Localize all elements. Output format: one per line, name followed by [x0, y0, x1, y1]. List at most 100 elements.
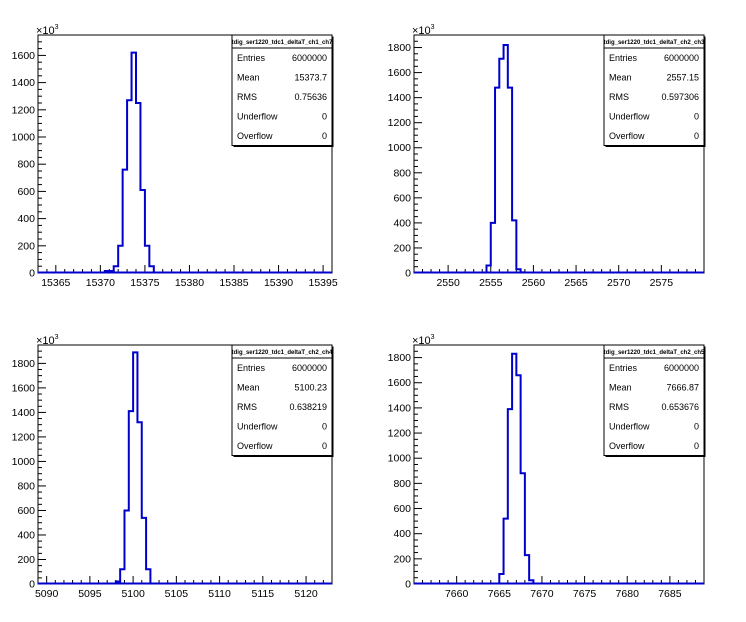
histogram-bin	[116, 582, 120, 584]
x-tick-label: 7685	[658, 588, 682, 600]
y-tick-label: 1200	[12, 431, 36, 443]
x-tick-label: 5100	[121, 588, 145, 600]
stats-label: Underflow	[237, 112, 278, 122]
y-exponent-base: ×10	[412, 25, 431, 37]
stats-value: 0	[322, 422, 327, 432]
stats-title: tdig_ser1220_tdc1_deltaT_ch1_ch7	[232, 40, 333, 46]
y-tick-label: 200	[393, 553, 411, 565]
y-tick-label: 1400	[388, 402, 412, 414]
stats-title: tdig_ser1220_tdc1_deltaT_ch2_ch5	[604, 350, 705, 356]
y-tick-label: 0	[405, 268, 411, 280]
histogram-bin	[142, 518, 146, 584]
x-tick-label: 5090	[35, 588, 59, 600]
stats-value: 0	[694, 112, 699, 122]
stats-label: Overflow	[237, 441, 273, 451]
stats-label: Entries	[609, 53, 638, 63]
histogram-bin	[525, 555, 529, 584]
x-tick-label: 7680	[616, 588, 640, 600]
stats-box: tdig_ser1220_tdc1_deltaT_ch2_ch4 Entries 6…	[231, 344, 334, 457]
stats-value: 0	[322, 441, 327, 451]
stats-label: Overflow	[237, 131, 273, 141]
stats-label: Underflow	[609, 422, 650, 432]
y-tick-label: 1800	[388, 352, 412, 364]
stats-label: Underflow	[237, 422, 278, 432]
y-tick-label: 0	[405, 579, 411, 591]
histogram-pad-1: 15365 15370 15375 15380 15385 15390 15395 0 200 4…	[12, 24, 338, 289]
stats-box-frame	[603, 344, 705, 456]
stats-label: Entries	[237, 53, 266, 63]
y-tick-label: 600	[17, 505, 35, 517]
stats-value: 0	[322, 112, 327, 122]
y-tick-label: 1000	[12, 132, 36, 144]
histogram-bin	[137, 422, 141, 584]
y-tick-label: 0	[29, 579, 35, 591]
stats-value: 15373.7	[294, 73, 327, 83]
stats-title: tdig_ser1220_tdc1_deltaT_ch2_ch4	[232, 350, 333, 356]
stats-label: Overflow	[609, 131, 645, 141]
stats-label: Overflow	[609, 441, 645, 451]
y-tick-label: 1600	[388, 67, 412, 79]
stats-value: 0.638219	[289, 402, 327, 412]
y-exponent-base: ×10	[36, 25, 55, 37]
y-tick-label: 400	[17, 213, 35, 225]
x-tick-label: 5105	[165, 588, 189, 600]
histogram-bin	[521, 272, 525, 273]
histogram-bin	[504, 45, 508, 273]
histogram-outline	[103, 51, 155, 273]
x-tick-label: 5095	[78, 588, 102, 600]
y-tick-label: 800	[17, 159, 35, 171]
stats-box: tdig_ser1220_tdc1_deltaT_ch2_ch3 Entries 6…	[603, 34, 706, 147]
histogram-bin	[105, 271, 114, 273]
stats-box: tdig_ser1220_tdc1_deltaT_ch2_ch5 Entries 6…	[603, 344, 706, 457]
histogram-bin	[146, 569, 150, 584]
x-tick-label: 7675	[573, 588, 597, 600]
y-tick-label: 1600	[12, 382, 36, 394]
stats-value: 5100.23	[294, 383, 327, 393]
y-tick-label: 200	[17, 554, 35, 566]
x-tick-label: 2565	[564, 277, 588, 289]
y-exponent-label: ×103	[36, 24, 59, 37]
y-exponent-power: 3	[55, 334, 59, 341]
x-tick-label: 2570	[607, 277, 631, 289]
x-tick-label: 2575	[650, 277, 674, 289]
histogram-bin	[487, 265, 491, 273]
x-tick-label: 5120	[294, 588, 318, 600]
stats-label: Entries	[237, 363, 266, 373]
histogram-bin	[133, 352, 137, 584]
stats-value: 6000000	[292, 53, 327, 63]
y-tick-label: 800	[393, 167, 411, 179]
histogram-bin	[495, 88, 499, 273]
x-tick-label: 5110	[208, 588, 231, 600]
y-tick-label: 1200	[388, 428, 412, 440]
x-tick-label: 15390	[264, 277, 293, 289]
histogram-bin	[512, 220, 516, 273]
histogram-bin	[118, 246, 122, 273]
x-tick-label: 15365	[41, 277, 70, 289]
y-tick-label: 0	[29, 268, 35, 280]
y-tick-label: 1600	[12, 50, 36, 62]
stats-title: tdig_ser1220_tdc1_deltaT_ch2_ch3	[604, 40, 705, 46]
y-tick-label: 600	[393, 192, 411, 204]
stats-value: 6000000	[664, 53, 699, 63]
histogram-bin	[120, 569, 124, 584]
stats-value: 7666.87	[666, 383, 699, 393]
histogram-bin	[529, 580, 533, 584]
histogram-bin	[516, 269, 520, 273]
histogram-bin	[149, 266, 153, 273]
histogram-bin	[516, 375, 520, 584]
histogram-bin	[508, 88, 512, 273]
y-tick-label: 1000	[388, 453, 412, 465]
y-tick-label: 1600	[388, 377, 412, 389]
y-tick-label: 800	[393, 478, 411, 490]
x-tick-label: 15375	[130, 277, 159, 289]
histogram-outline	[485, 44, 526, 274]
y-tick-label: 1800	[388, 42, 412, 54]
stats-value: 6000000	[664, 363, 699, 373]
histogram-bin	[499, 59, 503, 273]
stats-value: 0	[322, 131, 327, 141]
y-tick-label: 1400	[388, 92, 412, 104]
y-exponent-label: ×103	[36, 334, 59, 347]
x-tick-label: 7670	[530, 588, 554, 600]
histogram-pad-2: 2550 2555 2560 2565 2570 2575 0 200 400 600 800 100…	[388, 24, 706, 289]
y-tick-label: 200	[17, 240, 35, 252]
